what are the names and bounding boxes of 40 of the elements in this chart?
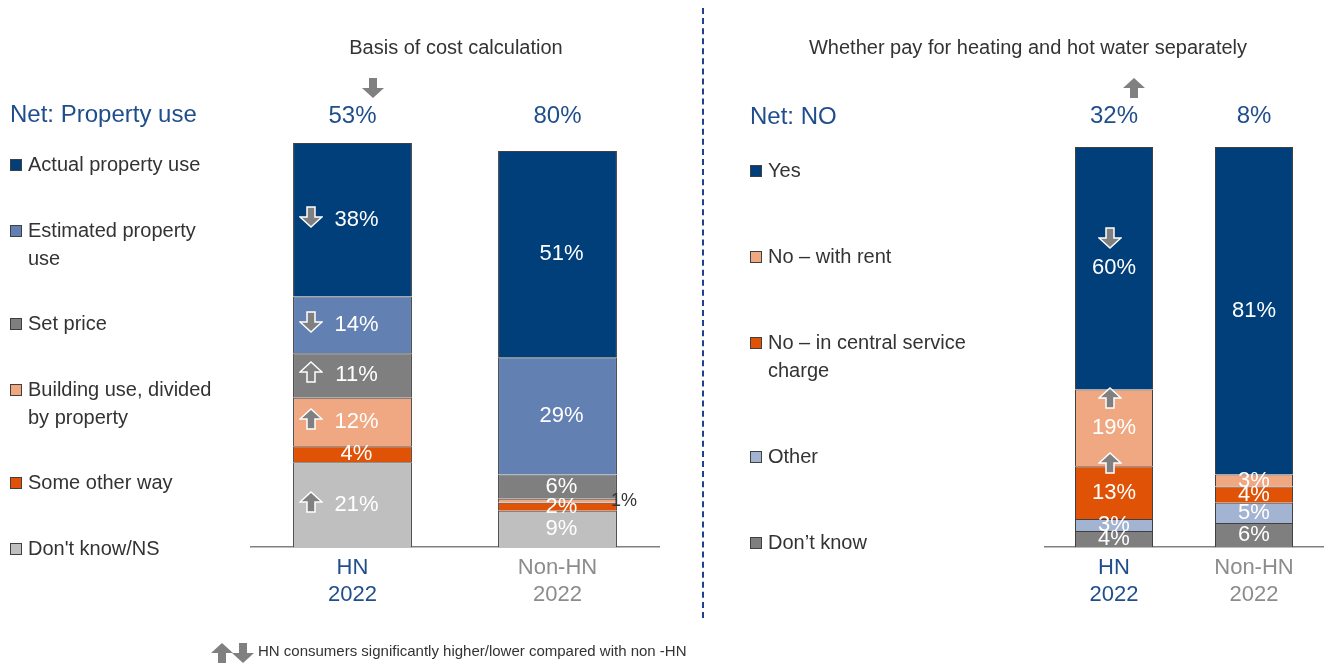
- data-label: 60%: [1091, 254, 1137, 280]
- chart-title: Whether pay for heating and hot water separately: [807, 36, 1248, 59]
- text: 80%: [533, 100, 582, 128]
- data-label: 38%: [334, 205, 379, 231]
- x-tick-label: Non-HN 2022: [1214, 554, 1294, 606]
- data-label: 6%: [545, 472, 578, 498]
- legend-label: Actual property use: [28, 152, 201, 177]
- legend-label: Some other way: [28, 470, 173, 496]
- data-label: 14%: [334, 310, 379, 336]
- data-label: 9%: [545, 515, 578, 541]
- data-label: 11%: [335, 361, 378, 387]
- data-label: 12%: [334, 407, 379, 433]
- text: 32%: [1089, 100, 1139, 128]
- legend-label: No – with rent: [768, 244, 892, 269]
- data-label: 81%: [1231, 296, 1277, 322]
- legend-label: Estimated property use: [28, 217, 197, 271]
- data-label: 1%: [610, 489, 637, 510]
- legend-label: Building use, divided by property: [28, 376, 213, 430]
- legend-label: Don't know/NS: [28, 535, 160, 561]
- x-tick-label: Non-HN 2022: [517, 554, 598, 606]
- text: Net: NO: [750, 102, 837, 130]
- data-label: 4%: [340, 440, 373, 466]
- text: 53%: [328, 100, 377, 128]
- data-label: 51%: [539, 240, 584, 266]
- text: HN consumers significantly higher/lower compared with non -HN: [258, 642, 687, 659]
- data-label: 29%: [539, 401, 584, 427]
- legend-label: Yes: [768, 158, 801, 183]
- legend-label: Other: [768, 444, 819, 469]
- x-tick-label: HN 2022: [328, 554, 377, 606]
- text: 8%: [1236, 100, 1272, 128]
- data-label: 21%: [334, 490, 379, 516]
- text: Net: Property use: [10, 100, 197, 128]
- legend-label: Set price: [28, 311, 107, 337]
- data-label: 13%: [1091, 478, 1137, 504]
- legend-label: Don’t know: [768, 530, 867, 555]
- x-tick-label: HN 2022: [1089, 554, 1139, 606]
- chart-title: Basis of cost calculation: [348, 36, 564, 59]
- data-label: 6%: [1238, 521, 1270, 547]
- legend-label: No – in central service charge: [768, 330, 967, 383]
- data-label: 19%: [1091, 414, 1137, 440]
